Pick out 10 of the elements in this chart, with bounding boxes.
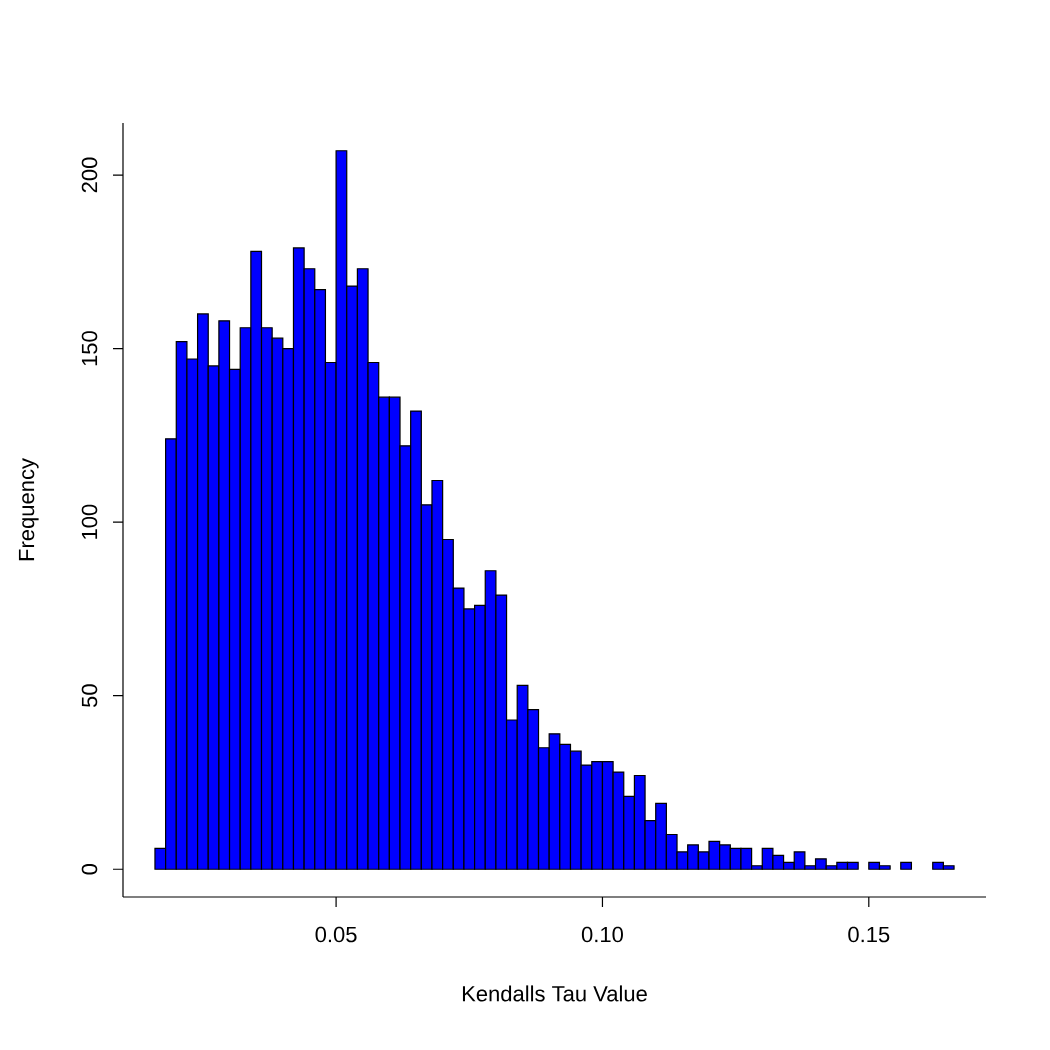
y-tick-label: 100 [81,504,98,539]
y-tick-label: 150 [81,331,98,366]
y-tick-label: 200 [81,157,98,193]
x-tick-label: 0.15 [848,926,890,943]
x-axis-title: Kendalls Tau Value [462,985,647,1002]
x-tick-label: 0.05 [315,926,357,943]
y-tick-label: 0 [81,864,98,875]
x-tick-label: 0.10 [581,926,623,943]
y-tick-label: 50 [81,684,98,708]
y-axis-title: Frequency [18,458,39,561]
